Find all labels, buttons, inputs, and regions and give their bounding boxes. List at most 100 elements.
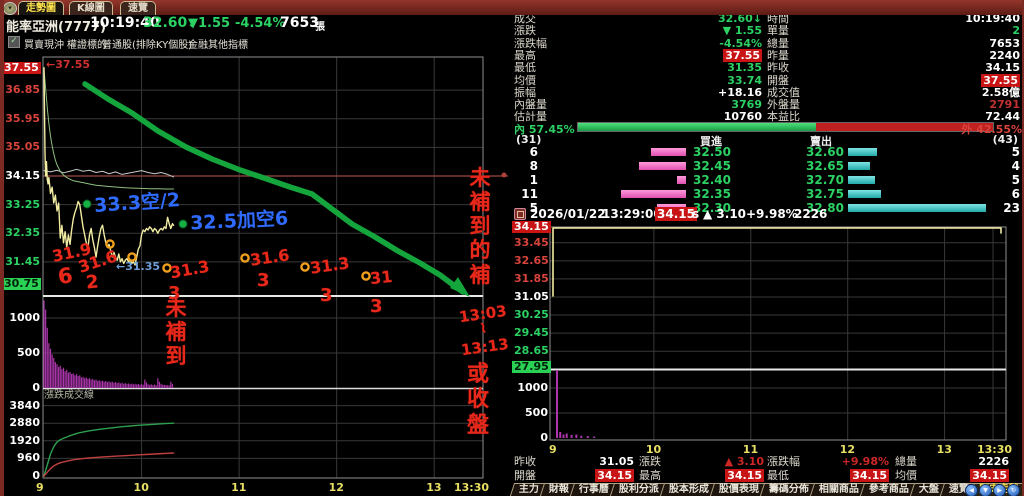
history-change-percent: +9.98% (746, 207, 798, 221)
summary-value: 2226 (933, 456, 1009, 468)
quote-1-left-value: ▼ 1.55 (572, 25, 762, 37)
orange-marker-dot (162, 263, 172, 273)
bid-price[interactable]: 32.45 (693, 159, 731, 173)
ask-quantity: 5 (1011, 173, 1020, 187)
history-date: 2026/01/22 (530, 207, 606, 221)
last-price: 32.60↓ (143, 15, 197, 31)
nav-next-button[interactable]: ▶ (993, 484, 1006, 496)
y-axis-label: 33.45 (514, 235, 549, 249)
bottom-tab-label: 相關商品 (818, 484, 859, 495)
bid-row: 8 32.45 32.65 4 (512, 160, 1022, 174)
quote-1-right-label: 單量 (767, 24, 789, 38)
bottom-tab-label: 行事曆 (578, 484, 609, 495)
y-axis-label: 34.15 (5, 169, 40, 182)
ask-price[interactable]: 32.65 (806, 159, 844, 173)
ask-price[interactable]: 32.75 (806, 187, 844, 201)
y-axis-label: 500 (525, 406, 548, 419)
quote-2-right-value: 7653 (844, 37, 1020, 50)
ask-price[interactable]: 32.60 (806, 145, 844, 159)
cum-up-volume-line (43, 422, 175, 477)
quote-8-right-value-text: 72.44 (985, 110, 1020, 124)
x-axis-label: 10 (133, 481, 149, 494)
summary-value-text: 34.15 (595, 469, 634, 482)
quote-2-right-label: 總量 (767, 36, 789, 50)
price-change-percent: -4.54% (235, 16, 286, 31)
filter-item-1[interactable]: 權證標的 (67, 40, 107, 51)
quote-3-right-value-text: 2240 (989, 48, 1020, 62)
quote-7-left-label: 內盤量 (514, 98, 547, 112)
x-axis-label: 12 (328, 481, 344, 494)
quote-4-left-label: 最低 (514, 61, 536, 75)
inner-outer-bar (577, 122, 994, 132)
y-axis-label: 31.85 (514, 271, 549, 285)
summary-value: 34.15 (552, 469, 634, 482)
x-axis-label: 11 (231, 481, 247, 494)
quote-5-right-value: 37.55 (844, 73, 1020, 87)
quote-4-right-value-text: 34.15 (985, 61, 1020, 75)
stock-name: 能率亞洲(7777) (6, 20, 107, 35)
ask-price[interactable]: 32.70 (806, 173, 844, 187)
quote-8-right-value: 72.44 (844, 111, 1020, 123)
y-axis-label: 36.85 (5, 83, 40, 97)
quote-4-right-value: 34.15 (844, 62, 1020, 74)
quote-3-left-value: 37.55 (572, 48, 762, 62)
history-volume: 2226 (794, 207, 828, 221)
quote-1-left-label: 漲跌 (514, 24, 536, 38)
hand-drawn-trend-line (82, 81, 466, 295)
quote-2-left-value-text: -4.54% (719, 36, 762, 50)
y-axis-label: 0 (540, 431, 548, 444)
tab-trend-chart[interactable]: 走勢圖 (18, 1, 64, 15)
nav-down-button[interactable]: ▼ (979, 484, 992, 496)
bid-header: 買進 (700, 135, 722, 148)
quote-6-right-value-text: 2.58億 (981, 85, 1020, 99)
filter-row: ✓ 買賣現沖 權證標的 普通股(排除KY個股) 金融其他指標 (0, 34, 512, 51)
bottom-tab-label: 大盤 (918, 484, 939, 495)
bid-price[interactable]: 32.50 (693, 145, 731, 159)
ask-volume-bar (848, 162, 870, 170)
quote-3-right-value: 2240 (844, 48, 1020, 62)
bottom-tab-label: 股本形成 (668, 484, 709, 495)
nav-refresh-button[interactable]: ↻ (1007, 484, 1020, 496)
daytrade-checkbox[interactable]: ✓ (8, 36, 20, 48)
bid-price[interactable]: 32.30 (693, 201, 731, 215)
summary-label: 總量 (895, 455, 917, 468)
summary-value-text: ▲ 3.10 (724, 455, 764, 468)
history-close-price: 34.15 (655, 207, 697, 221)
bid-ask-panel: (31) 買進 賣出 (43) 6 32.50 32.60 5 8 32.45 32.65 4… (512, 133, 1022, 217)
nav-prev-button[interactable]: ◀ (965, 484, 978, 496)
bid-volume-bar (639, 162, 686, 170)
y-axis-label: 0 (32, 469, 40, 482)
y-axis-label: 2880 (9, 416, 40, 430)
quote-0-right-value: 10:19:40 (844, 13, 1020, 25)
quote-6-right-value: 2.58億 (844, 85, 1020, 99)
quote-1-left-value-text: ▼ 1.55 (722, 24, 762, 38)
x-axis-label: 9 (36, 481, 44, 494)
window-border-right (1022, 0, 1024, 496)
filter-item-3[interactable]: 金融其他指標 (188, 40, 248, 51)
tab-kline-chart[interactable]: K線圖 (69, 1, 113, 15)
summary-value: +9.98% (805, 456, 889, 468)
tab-quick-view[interactable]: 速覽 (120, 1, 156, 15)
ask-price[interactable]: 32.80 (806, 201, 844, 215)
summary-value: 34.15 (677, 469, 764, 482)
quote-0-left-value: 32.60↓ (572, 13, 762, 25)
bid-price[interactable]: 32.35 (693, 187, 731, 201)
bid-price[interactable]: 32.40 (693, 173, 731, 187)
window-menu-button[interactable]: ▾ (3, 2, 17, 15)
summary-value-text: 31.05 (599, 455, 634, 468)
summary-value-text: 34.15 (970, 469, 1009, 482)
calendar-icon[interactable] (514, 208, 526, 220)
summary-label: 開盤 (514, 469, 536, 482)
bid-quantity: 11 (521, 187, 538, 201)
summary-value: 34.15 (805, 469, 889, 482)
quote-6-right-label: 成交值 (767, 85, 800, 99)
filter-item-2[interactable]: 普通股(排除KY個股) (102, 40, 193, 51)
summary-label: 最低 (767, 469, 789, 482)
summary-value-text: 34.15 (850, 469, 889, 482)
quote-panel: 成交 32.60↓ 時間 10:19:40 漲跌 ▼ 1.55 單量 2 漲跌幅 -4.54% 總量… (512, 0, 1022, 123)
ask-quantity: 4 (1011, 159, 1020, 173)
quote-5-left-label: 均價 (514, 73, 536, 87)
filter-item-0[interactable]: 買賣現沖 (24, 40, 64, 51)
index-overlay-line (43, 168, 175, 178)
